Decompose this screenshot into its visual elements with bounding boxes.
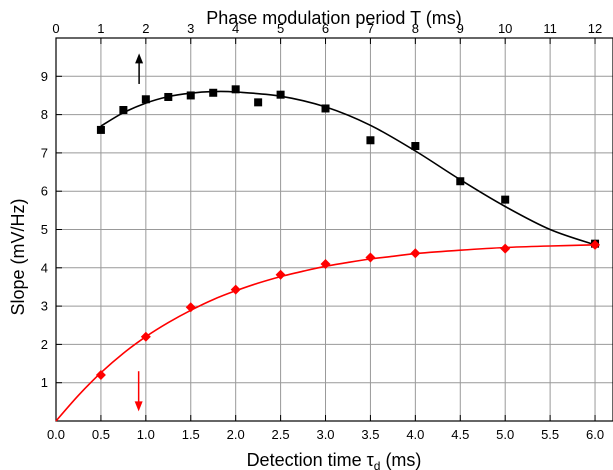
data-point-square: [276, 90, 285, 99]
y-tick-label: 5: [41, 222, 48, 237]
data-point-diamond: [410, 248, 421, 259]
top-tick-label: 10: [498, 21, 512, 36]
bottom-tick-label: 6.0: [586, 427, 604, 442]
arrow-up-head: [135, 53, 144, 64]
data-point-square: [164, 92, 173, 101]
y-tick-label: 2: [41, 337, 48, 352]
bottom-tick-label: 3.0: [316, 427, 334, 442]
data-point-square: [209, 88, 218, 97]
data-point-diamond: [140, 331, 151, 342]
top-tick-label: 6: [322, 21, 329, 36]
data-point-square: [321, 104, 330, 113]
top-tick-label: 4: [232, 21, 239, 36]
axis-ticks: [55, 38, 596, 421]
top-tick-label: 1: [97, 21, 104, 36]
y-tick-label: 6: [41, 184, 48, 199]
top-tick-label: 7: [367, 21, 374, 36]
y-tick-label: 1: [41, 375, 48, 390]
data-point-square: [456, 177, 465, 186]
bottom-tick-label: 5.0: [496, 427, 514, 442]
data-point-square: [501, 195, 510, 204]
grid-lines: [56, 38, 613, 421]
bottom-tick-label: 0.0: [47, 427, 65, 442]
y-tick-label: 8: [41, 107, 48, 122]
data-point-square: [231, 85, 240, 94]
data-point-square: [366, 136, 375, 145]
top-tick-label: 8: [412, 21, 419, 36]
top-tick-label: 0: [52, 21, 59, 36]
bottom-tick-label: 2.5: [272, 427, 290, 442]
bottom-tick-label: 4.0: [406, 427, 424, 442]
bottom-tick-label: 5.5: [541, 427, 559, 442]
y-tick-label: 7: [41, 145, 48, 160]
data-point-diamond: [95, 370, 106, 381]
bottom-tick-label: 0.5: [92, 427, 110, 442]
bottom-tick-label: 1.0: [137, 427, 155, 442]
data-point-diamond: [275, 269, 286, 280]
data-point-square: [119, 106, 128, 115]
data-point-square: [254, 98, 263, 107]
data-point-diamond: [185, 302, 196, 313]
data-point-square: [96, 125, 105, 134]
y-tick-label: 4: [41, 260, 48, 275]
data-point-diamond: [500, 243, 511, 254]
bottom-tick-label: 3.5: [361, 427, 379, 442]
data-point-diamond: [365, 252, 376, 263]
top-tick-label: 2: [142, 21, 149, 36]
data-point-square: [411, 142, 420, 151]
top-tick-label: 11: [543, 21, 557, 36]
direction-arrows: [134, 53, 144, 412]
data-point-diamond: [320, 258, 331, 269]
bottom-tick-label: 4.5: [451, 427, 469, 442]
y-axis-title: Slope (mV/Hz): [8, 198, 28, 315]
top-tick-label: 3: [187, 21, 194, 36]
data-point-square: [186, 91, 195, 100]
data-point-diamond: [230, 284, 241, 295]
data-point-square: [141, 95, 150, 104]
bottom-tick-label: 1.5: [182, 427, 200, 442]
data-point-diamond: [590, 239, 601, 250]
data-markers: [95, 85, 601, 381]
top-tick-label: 5: [277, 21, 284, 36]
y-tick-label: 3: [41, 299, 48, 314]
top-axis-title: Phase modulation period T (ms): [206, 8, 461, 28]
y-tick-label: 9: [41, 69, 48, 84]
top-tick-label: 9: [457, 21, 464, 36]
bottom-tick-label: 2.0: [227, 427, 245, 442]
arrow-down-head: [134, 401, 143, 412]
bottom-axis-title: Detection time τd (ms): [247, 450, 422, 470]
top-tick-label: 12: [588, 21, 602, 36]
